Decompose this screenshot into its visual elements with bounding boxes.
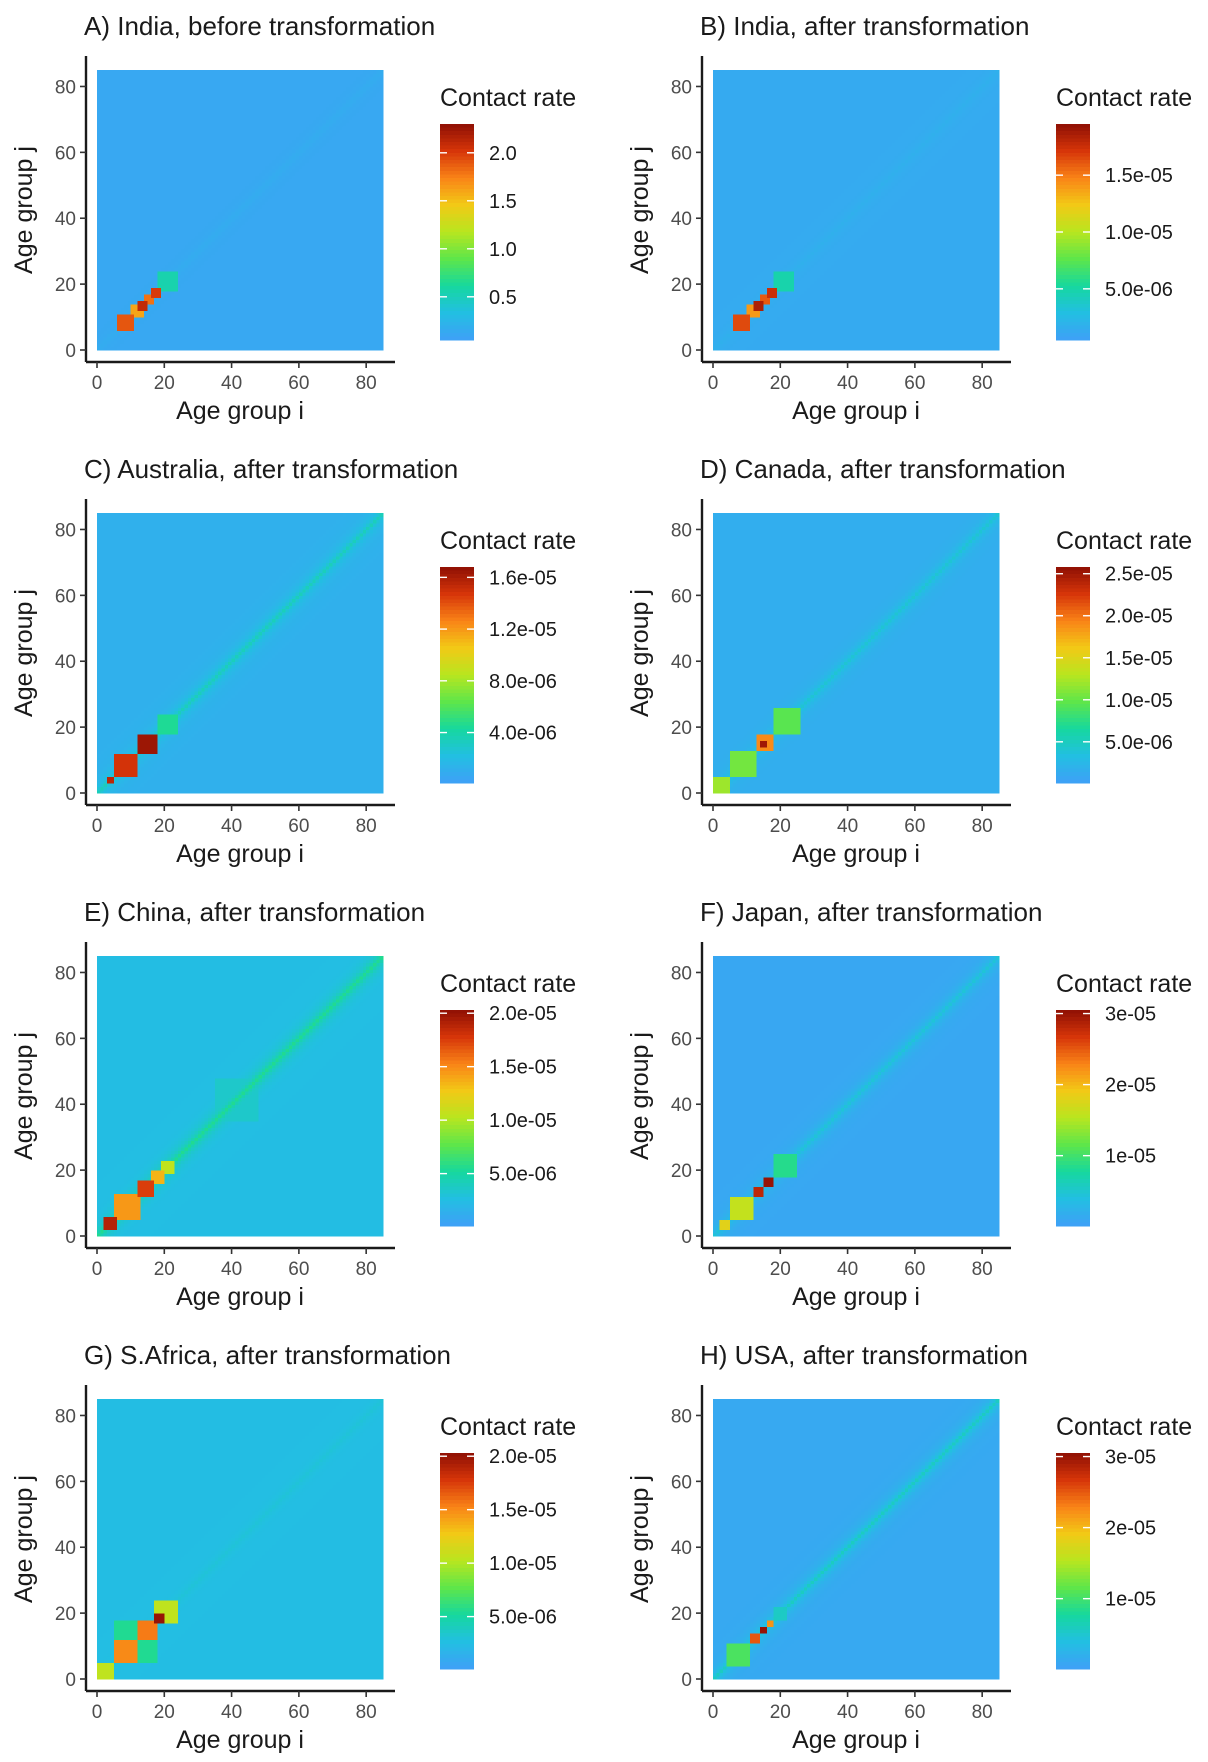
heatmap-cell	[121, 70, 125, 74]
heatmap-cell	[100, 70, 104, 74]
heatmap-cell	[114, 70, 118, 74]
heatmap-cells	[97, 70, 384, 351]
heatmap-cell	[107, 70, 111, 74]
panel-title: A) India, before transformation	[84, 11, 435, 41]
